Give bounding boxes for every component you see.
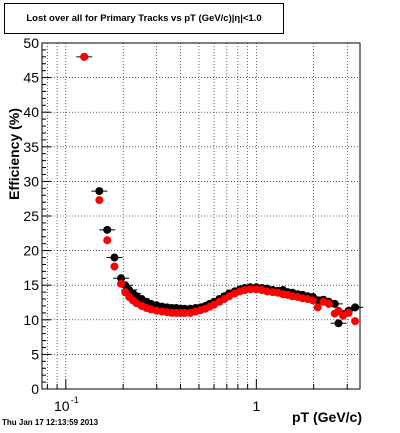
data-points <box>76 52 364 328</box>
data-point <box>80 52 89 61</box>
data-point <box>95 196 104 205</box>
timestamp: Thu Jan 17 12:13:59 2013 <box>2 418 99 427</box>
data-point <box>110 262 119 271</box>
data-point <box>351 317 360 326</box>
y-axis-label: Efficiency (%) <box>6 108 22 200</box>
y-tick-label: 30 <box>23 173 39 189</box>
y-tick-label: 50 <box>23 35 39 51</box>
y-tick-label: 5 <box>31 346 39 362</box>
y-tick-label: 45 <box>23 70 39 86</box>
data-point <box>117 274 126 283</box>
y-tick-label: 20 <box>23 243 39 259</box>
y-tick-label: 40 <box>23 104 39 120</box>
y-tick-label: 35 <box>23 139 39 155</box>
chart-title: Lost over all for Primary Tracks vs pT (… <box>4 3 284 34</box>
y-tick-label: 0 <box>31 381 39 397</box>
data-point <box>344 308 353 317</box>
data-point <box>313 303 322 312</box>
data-point <box>330 299 339 308</box>
y-tick-label: 25 <box>23 208 39 224</box>
data-point <box>95 187 104 196</box>
x-tick-label: 10 <box>54 398 70 414</box>
data-point <box>246 285 255 294</box>
y-tick-label: 15 <box>23 277 39 293</box>
data-point <box>117 279 126 288</box>
data-point <box>110 253 119 262</box>
data-point <box>308 296 317 305</box>
x-tick-exponent: -1 <box>71 395 79 405</box>
grid-lines <box>42 43 360 389</box>
x-axis-label: pT (GeV/c) <box>292 409 362 425</box>
data-point <box>103 236 112 245</box>
data-point <box>180 308 189 317</box>
data-point <box>351 303 360 312</box>
data-point <box>103 225 112 234</box>
x-tick-label: 1 <box>252 398 260 414</box>
data-point <box>324 299 333 308</box>
y-tick-label: 10 <box>23 312 39 328</box>
data-point <box>334 319 343 328</box>
